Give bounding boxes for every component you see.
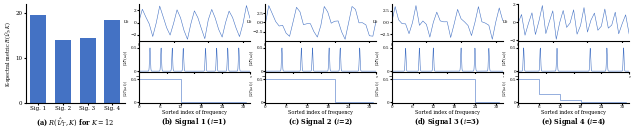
Bar xyxy=(79,38,95,103)
X-axis label: Angular frequency: Angular frequency xyxy=(550,85,596,90)
Y-axis label: $|\mathcal{U}_T(\omega)|$: $|\mathcal{U}_T(\omega)|$ xyxy=(122,50,130,66)
Text: (d) Signal 3 ($i$=3): (d) Signal 3 ($i$=3) xyxy=(414,116,480,128)
Y-axis label: $|\mathcal{U}_T(\omega_k)|$: $|\mathcal{U}_T(\omega_k)|$ xyxy=(375,80,383,97)
X-axis label: Time step $t$: Time step $t$ xyxy=(306,48,336,57)
Bar xyxy=(30,15,46,103)
Y-axis label: K-spectral metric $R(\hat{\mathcal{U}}_T, K)$: K-spectral metric $R(\hat{\mathcal{U}}_T… xyxy=(3,21,14,87)
X-axis label: Time step $t$: Time step $t$ xyxy=(179,48,209,57)
Y-axis label: $|\mathcal{U}_T(\omega_k)|$: $|\mathcal{U}_T(\omega_k)|$ xyxy=(502,80,509,97)
X-axis label: Sorted index of frequency: Sorted index of frequency xyxy=(289,110,353,115)
Y-axis label: $|\mathcal{U}_T(\omega_k)|$: $|\mathcal{U}_T(\omega_k)|$ xyxy=(122,80,130,97)
Y-axis label: $|\mathcal{U}_T(\omega)|$: $|\mathcal{U}_T(\omega)|$ xyxy=(502,50,509,66)
X-axis label: Angular frequency: Angular frequency xyxy=(172,85,218,90)
X-axis label: Time step $t$: Time step $t$ xyxy=(559,48,589,57)
Bar xyxy=(55,40,71,103)
Y-axis label: $u_t$: $u_t$ xyxy=(372,18,378,26)
Y-axis label: $|\mathcal{U}_T(\omega)|$: $|\mathcal{U}_T(\omega)|$ xyxy=(249,50,256,66)
X-axis label: Angular frequency: Angular frequency xyxy=(298,85,344,90)
Y-axis label: $|\mathcal{U}_T(\omega_k)|$: $|\mathcal{U}_T(\omega_k)|$ xyxy=(249,80,256,97)
Text: (b) Signal 1 ($i$=1): (b) Signal 1 ($i$=1) xyxy=(161,116,227,128)
X-axis label: Sorted index of frequency: Sorted index of frequency xyxy=(415,110,479,115)
Text: (c) Signal 2 ($i$=2): (c) Signal 2 ($i$=2) xyxy=(288,116,353,128)
Bar xyxy=(104,20,120,103)
Text: (e) Signal 4 ($i$=4): (e) Signal 4 ($i$=4) xyxy=(541,116,606,128)
Y-axis label: $u_t$: $u_t$ xyxy=(124,18,130,26)
X-axis label: Angular frequency: Angular frequency xyxy=(424,85,470,90)
Y-axis label: $u_t$: $u_t$ xyxy=(502,18,509,26)
X-axis label: Sorted index of frequency: Sorted index of frequency xyxy=(162,110,227,115)
Y-axis label: $|\mathcal{U}_T(\omega)|$: $|\mathcal{U}_T(\omega)|$ xyxy=(375,50,383,66)
Y-axis label: $u_t$: $u_t$ xyxy=(246,18,252,26)
Text: (a) $R(\hat{\mathcal{U}}_T, K)$ for $K = 12$: (a) $R(\hat{\mathcal{U}}_T, K)$ for $K =… xyxy=(36,116,115,128)
X-axis label: Sorted index of frequency: Sorted index of frequency xyxy=(541,110,606,115)
X-axis label: Time step $t$: Time step $t$ xyxy=(432,48,462,57)
